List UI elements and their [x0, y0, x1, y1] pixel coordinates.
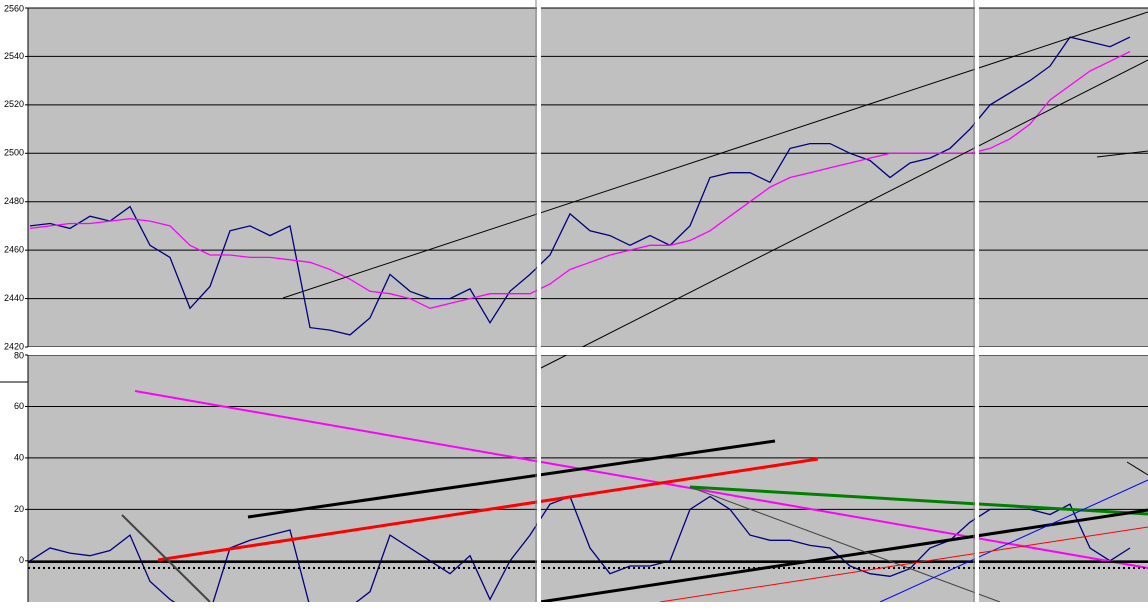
series-line — [29, 51, 1131, 309]
trend-line — [1096, 150, 1148, 158]
series-line — [29, 36, 1131, 336]
y-tick-label: 80 — [14, 350, 24, 360]
window-border — [537, 0, 541, 610]
trend-line — [659, 526, 1148, 603]
trend-line — [1126, 461, 1148, 476]
y-tick-label: 0 — [19, 555, 24, 565]
y-tick-label: 40 — [14, 452, 24, 462]
y-tick-label: 2440 — [4, 293, 24, 303]
trend-line — [689, 485, 1148, 516]
y-tick-label: 2420 — [4, 341, 24, 351]
y-tick-label: 2480 — [4, 196, 24, 206]
trend-line — [539, 508, 1148, 604]
y-tick-label: 2460 — [4, 245, 24, 255]
y-tick-label: 20 — [14, 504, 24, 514]
trend-lines — [28, 11, 1148, 604]
y-tick-label: 60 — [14, 401, 24, 411]
trend-line — [247, 439, 776, 519]
trend-line — [689, 486, 1001, 603]
window-border — [28, 347, 1148, 355]
window-border — [979, 0, 1148, 3]
trend-line — [536, 59, 1148, 371]
trend-line — [157, 457, 819, 562]
y-tick-label: 2500 — [4, 148, 24, 158]
y-tick-label: 2560 — [4, 3, 24, 13]
trend-line — [282, 11, 1148, 299]
trend-line — [879, 479, 1148, 603]
trend-line — [134, 390, 1148, 569]
window-border — [975, 0, 979, 610]
sheet-tabs — [0, 602, 1148, 610]
price-panel: 2420 2440 2460 2480 2500 2520 2540 2560 — [4, 3, 1148, 351]
trend-line — [121, 514, 211, 603]
plot-area — [28, 8, 1148, 347]
window-border — [541, 0, 975, 3]
y-tick-label: 2520 — [4, 99, 24, 109]
plot-area — [28, 355, 1148, 602]
y-tick-label: 2540 — [4, 51, 24, 61]
